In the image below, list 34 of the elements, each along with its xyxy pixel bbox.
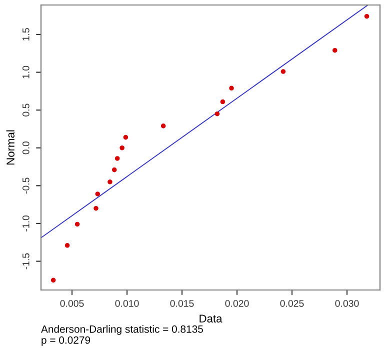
- y-tick-label: 1.5: [22, 28, 30, 40]
- x-axis-title: Data: [200, 314, 222, 322]
- y-tick-label: 0.5: [22, 104, 30, 116]
- point: [332, 48, 338, 53]
- x-tick-label: 0.015: [170, 300, 194, 307]
- y-tick-label: -1.0: [22, 215, 30, 232]
- x-tick-label: 0.030: [335, 300, 359, 307]
- y-axis-title: Normal: [6, 130, 14, 164]
- text: Anderson-Darling statistic = 0.8135: [41, 325, 203, 335]
- point: [364, 14, 370, 19]
- x-tick-label: 0.025: [280, 300, 304, 307]
- y-tick-label: -1.5: [22, 253, 30, 270]
- point: [214, 111, 220, 116]
- y-tick-label: -0.5: [22, 178, 30, 194]
- point: [120, 145, 124, 150]
- y-tick-label: 1.0: [22, 66, 30, 78]
- point: [74, 222, 80, 227]
- y-tick-label: 0.0: [22, 142, 30, 154]
- point: [123, 134, 128, 140]
- point: [95, 192, 100, 196]
- point: [229, 86, 234, 91]
- x-tick-label: 0.020: [225, 300, 249, 307]
- x-tick-label: 0.005: [60, 300, 84, 307]
- point: [50, 278, 56, 283]
- x-tick-label: 0.010: [115, 300, 139, 307]
- point: [160, 124, 166, 128]
- point: [108, 180, 112, 184]
- point: [280, 69, 286, 74]
- text: p = 0.0279: [42, 336, 90, 346]
- point: [220, 99, 226, 104]
- point: [64, 243, 70, 248]
- point: [112, 167, 117, 172]
- point: [94, 206, 98, 211]
- point: [114, 156, 120, 161]
